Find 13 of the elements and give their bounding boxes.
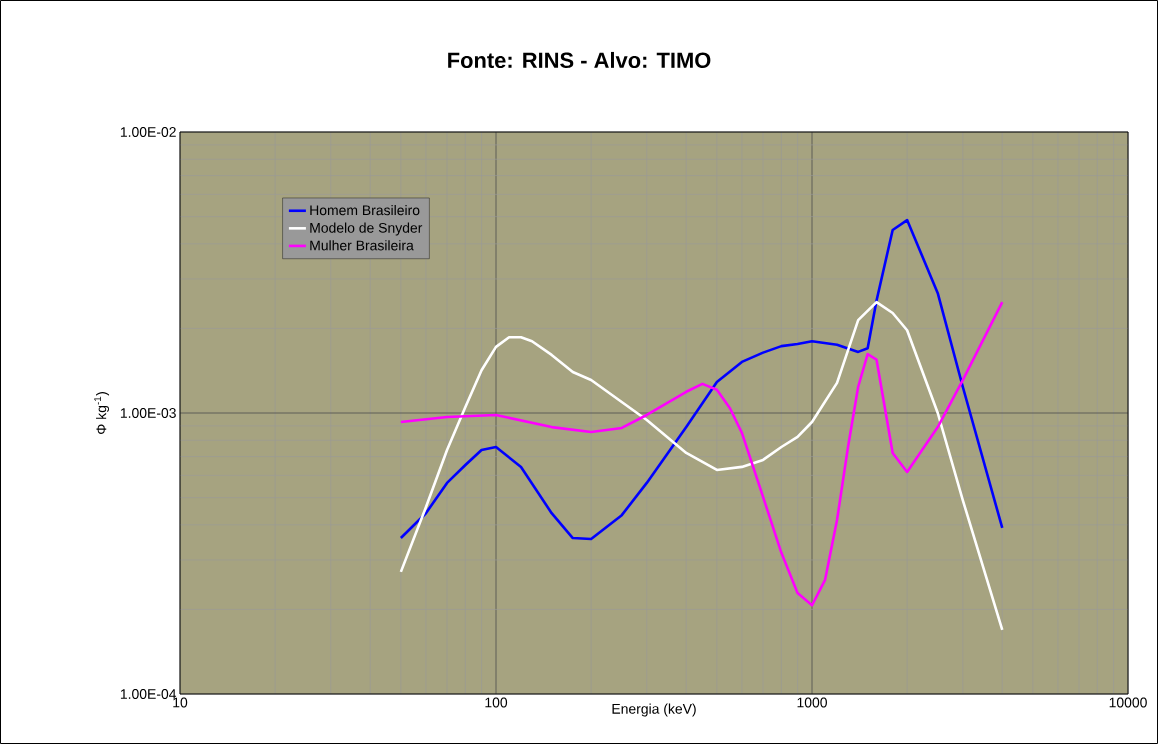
- x-tick-label: 10: [173, 697, 188, 708]
- legend-label: Mulher Brasileira: [310, 240, 414, 251]
- chart-title: Fonte: RINS - Alvo: TIMO: [448, 51, 711, 69]
- x-tick-label: 1000: [797, 697, 827, 708]
- legend-label: Homem Brasileiro: [310, 204, 420, 216]
- legend-label: Modelo de Snyder: [310, 222, 423, 236]
- y-tick-label: 1.00E-04: [120, 689, 177, 699]
- y-tick-label: 1.00E-02: [120, 127, 176, 137]
- x-axis-title: Energia (keV): [612, 703, 696, 717]
- y-axis-title: Φ kg$^{-1}$): [94, 392, 110, 434]
- x-tick-label: 10000: [1109, 697, 1147, 708]
- x-tick-label: 100: [485, 697, 508, 708]
- y-tick-label: 1.00E-03: [120, 408, 176, 418]
